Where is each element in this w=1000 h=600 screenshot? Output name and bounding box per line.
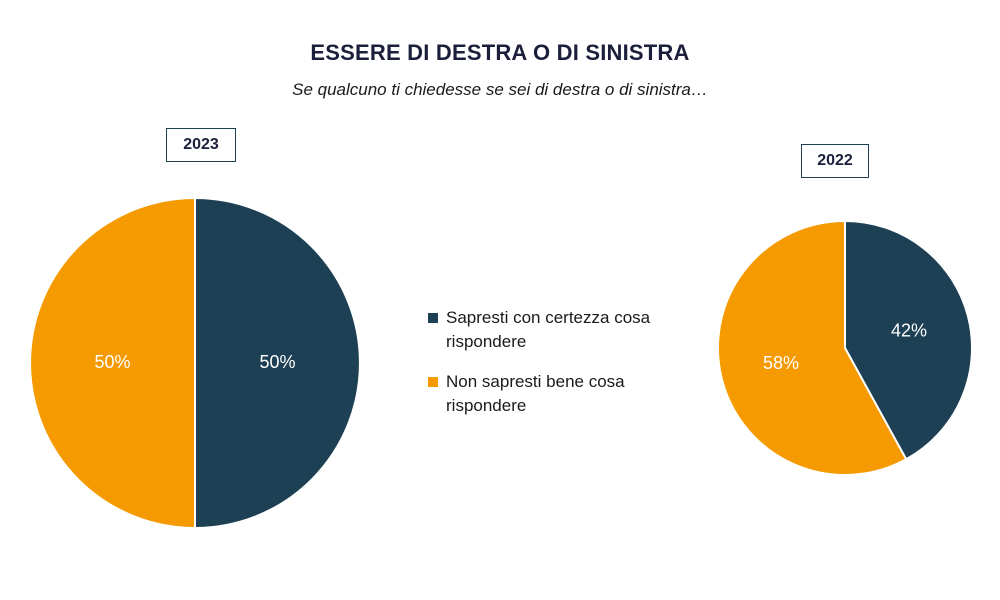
chart-subtitle: Se qualcuno ti chiedesse se sei di destr… (292, 80, 708, 99)
legend-label-certain: Sapresti con certezza cosa rispondere (446, 308, 651, 351)
year-label-2022: 2022 (801, 144, 869, 178)
chart-title: ESSERE DI DESTRA O DI SINISTRA (310, 40, 690, 65)
pie-2023-slice-certain (194, 196, 361, 530)
pie-2022-label-uncertain: 58% (763, 353, 799, 373)
pie-2022-slice-certain (844, 219, 973, 461)
legend-label-uncertain: Non sapresti bene cosa rispondere (446, 372, 625, 415)
legend: Sapresti con certezza cosa rispondere No… (428, 306, 698, 434)
pie-2023-label-uncertain: 50% (94, 352, 130, 372)
legend-item-certain: Sapresti con certezza cosa rispondere (428, 306, 698, 354)
pie-2023-slice-uncertain (29, 196, 196, 530)
legend-swatch-uncertain (428, 377, 438, 387)
legend-swatch-certain (428, 313, 438, 323)
pie-2022-slice-uncertain (717, 219, 908, 476)
pie-2023-label-certain: 50% (259, 352, 295, 372)
legend-item-uncertain: Non sapresti bene cosa rispondere (428, 370, 698, 418)
year-label-2023: 2023 (166, 128, 236, 162)
pie-2022-label-certain: 42% (891, 320, 927, 340)
